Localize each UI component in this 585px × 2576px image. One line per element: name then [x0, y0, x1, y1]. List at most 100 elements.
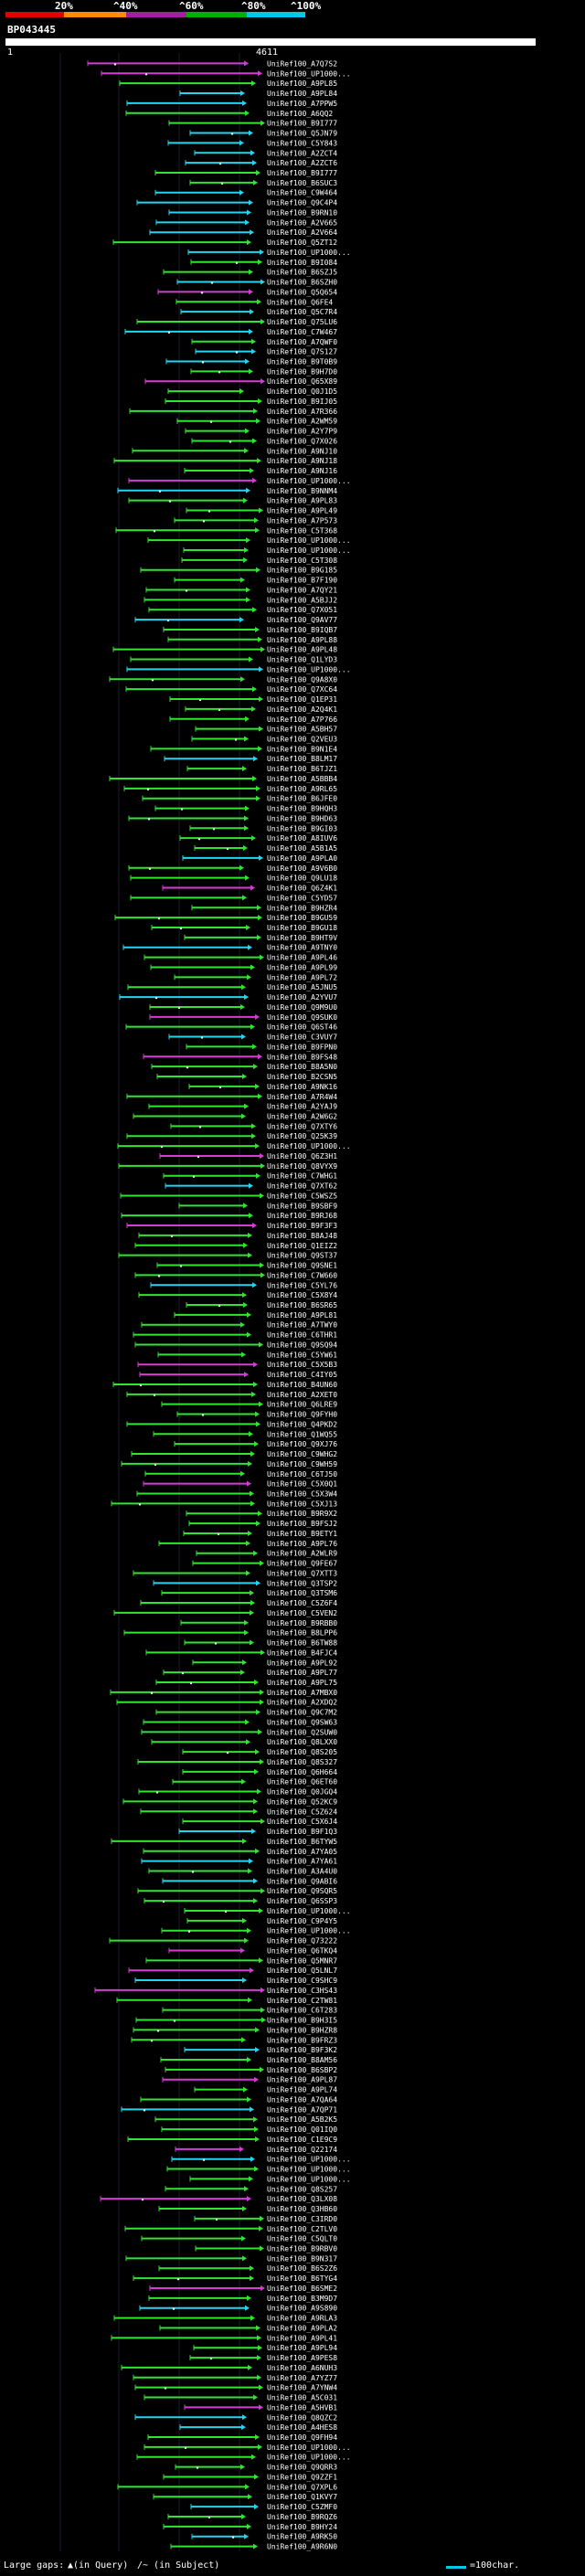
- hit-label[interactable]: UniRef100_A7Q7S2: [267, 59, 337, 68]
- hit-label[interactable]: UniRef100_C5ZMF0: [267, 2503, 337, 2511]
- hit-label[interactable]: UniRef100_A9PL76: [267, 1540, 337, 1548]
- hit-row[interactable]: UniRef100_C5WSZ5: [120, 1192, 337, 1200]
- hit-label[interactable]: UniRef100_B6SZJ5: [267, 269, 337, 277]
- hit-label[interactable]: UniRef100_Q6Z4K1: [267, 885, 337, 893]
- hit-label[interactable]: UniRef100_C3IRD0: [267, 2215, 337, 2223]
- hit-row[interactable]: UniRef100_Q52KC9: [122, 1797, 337, 1806]
- hit-row[interactable]: UniRef100_A7PPW5: [126, 100, 337, 108]
- hit-label[interactable]: UniRef100_B9T0B9: [267, 357, 337, 366]
- hit-row[interactable]: UniRef100_Q9LU18: [130, 875, 337, 883]
- hit-label[interactable]: UniRef100_B9FPN0: [267, 1043, 337, 1051]
- hit-row[interactable]: UniRef100_A9PL72: [174, 973, 337, 981]
- hit-row[interactable]: UniRef100_A9TNY0: [122, 944, 337, 952]
- hit-label[interactable]: UniRef100_C5Z6F4: [267, 1599, 337, 1607]
- hit-row[interactable]: UniRef100_C5YW61: [157, 1351, 337, 1359]
- hit-label[interactable]: UniRef100_Q9FYH0: [267, 1411, 337, 1419]
- hit-row[interactable]: UniRef100_B9FS48: [143, 1053, 337, 1061]
- hit-label[interactable]: UniRef100_B9ETY1: [267, 1530, 337, 1538]
- hit-label[interactable]: UniRef100_Q6TKQ4: [267, 1946, 337, 1955]
- hit-row[interactable]: UniRef100_B9ETY1: [183, 1530, 337, 1538]
- hit-row[interactable]: UniRef100_Q6LRE9: [161, 1401, 337, 1409]
- hit-row[interactable]: UniRef100_B6TW88: [184, 1639, 337, 1648]
- hit-row[interactable]: UniRef100_B9GU18: [151, 924, 337, 932]
- hit-label[interactable]: UniRef100_A9R6N0: [267, 2543, 337, 2551]
- hit-label[interactable]: UniRef100_Q5MNR7: [267, 1956, 337, 1965]
- hit-row[interactable]: UniRef100_C5VEN2: [113, 1609, 337, 1617]
- hit-label[interactable]: UniRef100_A5BJJ2: [267, 596, 337, 604]
- hit-row[interactable]: UniRef100_A2W6G2: [133, 1112, 337, 1120]
- hit-label[interactable]: UniRef100_B9R9X2: [267, 1510, 337, 1518]
- hit-label[interactable]: UniRef100_B9F3F3: [267, 1222, 337, 1230]
- hit-row[interactable]: UniRef100_Q5JN79: [189, 130, 337, 138]
- hit-row[interactable]: UniRef100_A7P766: [169, 716, 337, 724]
- hit-row[interactable]: UniRef100_Q7XT62: [165, 1182, 337, 1191]
- hit-row[interactable]: UniRef100_C5T308: [181, 557, 337, 565]
- hit-row[interactable]: UniRef100_B9IJ05: [165, 398, 337, 406]
- hit-label[interactable]: UniRef100_B6SUC3: [267, 179, 337, 187]
- hit-label[interactable]: UniRef100_Q7XTY6: [267, 1122, 337, 1130]
- hit-label[interactable]: UniRef100_A9PLA2: [267, 2324, 337, 2332]
- hit-label[interactable]: UniRef100_B9RQZ6: [267, 2513, 337, 2521]
- hit-row[interactable]: UniRef100_A5C031: [144, 2394, 337, 2402]
- hit-row[interactable]: UniRef100_C9WHG2: [131, 1450, 337, 1458]
- hit-row[interactable]: UniRef100_B2CSN5: [156, 1073, 337, 1081]
- hit-row[interactable]: UniRef100_B6SBP2: [165, 2066, 337, 2074]
- hit-row[interactable]: UniRef100_B9H7D0: [190, 367, 337, 376]
- hit-row[interactable]: UniRef100_B9HZR8: [133, 2026, 337, 2034]
- hit-row[interactable]: UniRef100_Q8S327: [137, 1758, 337, 1766]
- hit-row[interactable]: UniRef100_Q25K39: [126, 1132, 337, 1140]
- hit-row[interactable]: UniRef100_B9RBV0: [195, 2245, 337, 2253]
- hit-row[interactable]: UniRef100_Q7XTT3: [133, 1569, 337, 1577]
- hit-label[interactable]: UniRef100_Q7XPL6: [267, 2483, 337, 2491]
- hit-row[interactable]: UniRef100_C3HS43: [94, 1987, 337, 1995]
- hit-label[interactable]: UniRef100_Q7X026: [267, 437, 337, 445]
- hit-label[interactable]: UniRef100_C3HS43: [267, 1987, 337, 1995]
- hit-row[interactable]: UniRef100_Q5ZT12: [112, 239, 337, 247]
- hit-row[interactable]: UniRef100_UP1000...: [161, 1927, 351, 1935]
- hit-label[interactable]: UniRef100_Q6Z3H1: [267, 1152, 337, 1161]
- hit-label[interactable]: UniRef100_C5YW61: [267, 1351, 337, 1359]
- hit-label[interactable]: UniRef100_A9PL83: [267, 497, 337, 505]
- hit-row[interactable]: UniRef100_Q6ST46: [125, 1023, 337, 1032]
- hit-row[interactable]: UniRef100_Q3LX08: [100, 2195, 337, 2203]
- hit-label[interactable]: UniRef100_C5X3W4: [267, 1490, 337, 1499]
- hit-row[interactable]: UniRef100_A2WM59: [176, 418, 337, 426]
- hit-row[interactable]: UniRef100_A2ZCT4: [194, 149, 337, 157]
- hit-row[interactable]: UniRef100_B8A5N0: [151, 1063, 337, 1071]
- hit-row[interactable]: UniRef100_Q9ST37: [118, 1252, 337, 1260]
- hit-label[interactable]: UniRef100_Q9SUK0: [267, 1013, 337, 1022]
- hit-label[interactable]: UniRef100_Q8S327: [267, 1758, 337, 1766]
- hit-row[interactable]: UniRef100_Q5Q654: [157, 288, 337, 296]
- hit-label[interactable]: UniRef100_C5YD57: [267, 894, 337, 902]
- hit-label[interactable]: UniRef100_Q9M9U0: [267, 1003, 337, 1012]
- hit-row[interactable]: UniRef100_A2YVU7: [119, 993, 337, 1002]
- hit-row[interactable]: UniRef100_A9PL87: [162, 2076, 337, 2084]
- hit-label[interactable]: UniRef100_Q5ZT12: [267, 239, 337, 247]
- hit-row[interactable]: UniRef100_A2Y7P9: [185, 428, 337, 436]
- hit-row[interactable]: UniRef100_Q9SUK0: [149, 1013, 337, 1022]
- hit-row[interactable]: UniRef100_B9SBF9: [178, 1202, 337, 1210]
- hit-label[interactable]: UniRef100_Q6ET60: [267, 1778, 337, 1786]
- hit-row[interactable]: UniRef100_C5Y843: [167, 139, 337, 147]
- hit-row[interactable]: UniRef100_A9PLA0: [182, 854, 337, 863]
- hit-row[interactable]: UniRef100_A8IUV6: [179, 834, 337, 843]
- hit-row[interactable]: UniRef100_UP1000...: [171, 2156, 351, 2164]
- hit-label[interactable]: UniRef100_Q5C7R4: [267, 308, 337, 316]
- hit-row[interactable]: UniRef100_Q8S205: [182, 1748, 337, 1756]
- hit-row[interactable]: UniRef100_A7TWY0: [141, 1321, 337, 1330]
- hit-label[interactable]: UniRef100_C7WHG1: [267, 1172, 337, 1181]
- hit-label[interactable]: UniRef100_A8IUV6: [267, 834, 337, 843]
- hit-label[interactable]: UniRef100_A2XDQ2: [267, 1699, 337, 1707]
- hit-row[interactable]: UniRef100_UP1000...: [144, 2443, 351, 2452]
- hit-label[interactable]: UniRef100_C6THR1: [267, 1331, 337, 1340]
- hit-row[interactable]: UniRef100_A9S890: [139, 2305, 337, 2313]
- hit-label[interactable]: UniRef100_Q2SUW0: [267, 1728, 337, 1736]
- hit-row[interactable]: UniRef100_Q9FYH0: [176, 1411, 337, 1419]
- hit-row[interactable]: UniRef100_UP1000...: [128, 477, 351, 485]
- hit-label[interactable]: UniRef100_B8LM17: [267, 755, 337, 763]
- hit-label[interactable]: UniRef100_B9HZR8: [267, 2026, 337, 2034]
- hit-label[interactable]: UniRef100_A2W6G2: [267, 1112, 337, 1120]
- hit-label[interactable]: UniRef100_C1E9C9: [267, 2136, 337, 2144]
- hit-row[interactable]: UniRef100_A7MBX0: [110, 1689, 337, 1697]
- hit-row[interactable]: UniRef100_Q9ABI6: [162, 1877, 337, 1885]
